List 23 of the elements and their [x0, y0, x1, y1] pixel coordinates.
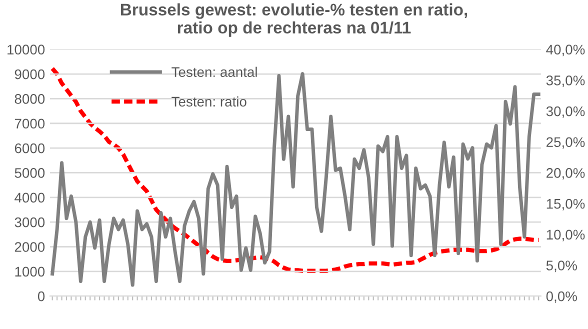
y-tick-label: 3000 — [14, 217, 45, 228]
y2-tick-label: 15,0% — [546, 198, 585, 210]
legend-label: Testen: ratio — [172, 96, 246, 107]
y2-tick-label: 10,0% — [546, 230, 585, 242]
y2-tick-label: 30,0% — [546, 106, 585, 118]
y2-tick-label: 25,0% — [546, 137, 585, 149]
y2-tick-label: 5,0% — [546, 260, 577, 272]
y-tick-label: 1000 — [15, 266, 45, 277]
legend-label: Testen: aantal — [172, 66, 257, 77]
y-tick-label: 6000 — [14, 143, 45, 154]
chart-title: Brussels gewest: evolutie-% testen en ratio, ratio op de rechteras na 01/11 — [121, 3, 468, 37]
y-tick-label: 5000 — [14, 168, 45, 178]
y-tick-label: 10000 — [8, 44, 45, 55]
y-tick-label: 8000 — [14, 94, 45, 104]
y-tick-label: 4000 — [14, 192, 45, 203]
y-tick-label: 0 — [38, 291, 45, 302]
y-tick-label: 9000 — [14, 69, 45, 80]
y2-tick-label: 20,0% — [546, 168, 585, 180]
y2-tick-label: 40,0% — [546, 44, 585, 56]
y-tick-label: 2000 — [14, 242, 45, 252]
y2-tick-label: 0,0% — [546, 291, 577, 303]
y-tick-label: 7000 — [14, 118, 45, 129]
y2-tick-label: 35,0% — [546, 76, 585, 88]
